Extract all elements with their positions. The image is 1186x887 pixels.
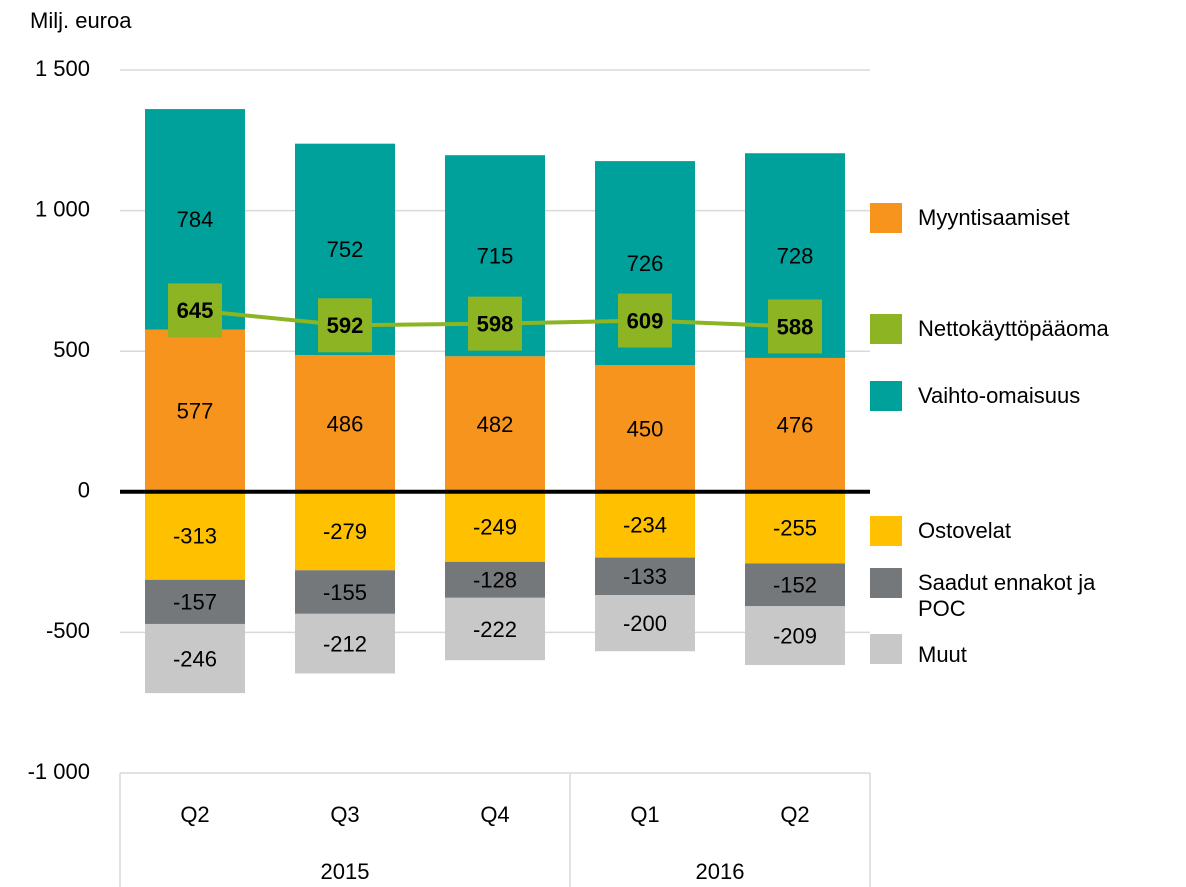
x-tick-label: Q4 xyxy=(480,802,509,827)
data-label: 476 xyxy=(777,413,814,438)
data-label: 577 xyxy=(177,398,214,423)
data-label: 784 xyxy=(177,207,214,232)
bar-segment xyxy=(145,491,245,580)
bar-segment xyxy=(745,357,845,492)
x-tick-label: Q2 xyxy=(180,802,209,827)
data-label: 486 xyxy=(327,411,364,436)
x-group-label: 2016 xyxy=(696,859,745,884)
bar-segment xyxy=(595,595,695,652)
data-label: -152 xyxy=(773,573,817,598)
y-tick-label: 500 xyxy=(53,337,90,362)
bar-segment xyxy=(295,613,395,674)
y-tick-label: 1 000 xyxy=(35,196,90,221)
data-label: 715 xyxy=(477,244,514,269)
bar-segment xyxy=(145,579,245,624)
data-label: -313 xyxy=(173,524,217,549)
bar-segment xyxy=(145,329,245,492)
y-axis-label: Milj. euroa xyxy=(30,8,132,33)
line-marker xyxy=(618,293,672,348)
data-label: -155 xyxy=(323,580,367,605)
bar-segment xyxy=(145,623,245,694)
data-label: -249 xyxy=(473,515,517,540)
bar-segment xyxy=(295,570,395,614)
x-tick-label: Q1 xyxy=(630,802,659,827)
line-label: 592 xyxy=(327,313,364,338)
bar-segment xyxy=(745,491,845,564)
data-label: -157 xyxy=(173,590,217,615)
data-label: -234 xyxy=(623,513,667,538)
y-tick-label: -500 xyxy=(46,618,90,643)
bar-segment xyxy=(445,356,545,492)
bar-segment xyxy=(295,491,395,571)
bar-segment xyxy=(745,563,845,607)
data-label: 752 xyxy=(327,237,364,262)
legend-swatch xyxy=(870,381,902,411)
legend-label: Nettokäyttöpääoma xyxy=(918,316,1109,341)
data-label: 728 xyxy=(777,243,814,268)
data-label: -222 xyxy=(473,617,517,642)
y-tick-label: 0 xyxy=(78,478,90,503)
legend-swatch xyxy=(870,568,902,598)
line-label: 609 xyxy=(627,308,664,333)
bar-segment xyxy=(295,355,395,492)
legend-label: Ostovelat xyxy=(918,518,1011,543)
legend-swatch xyxy=(870,314,902,344)
x-tick-label: Q3 xyxy=(330,802,359,827)
legend-swatch xyxy=(870,634,902,664)
data-label: 450 xyxy=(627,416,664,441)
bar-segment xyxy=(595,365,695,492)
line-label: 588 xyxy=(777,314,814,339)
bar-segment xyxy=(445,597,545,661)
line-marker xyxy=(468,296,522,351)
line-marker xyxy=(768,299,822,354)
line-marker xyxy=(168,283,222,338)
bar-segment xyxy=(445,561,545,598)
data-label: 482 xyxy=(477,412,514,437)
legend-label: Muut xyxy=(918,642,967,667)
y-tick-label: -1 000 xyxy=(28,759,90,784)
legend-swatch xyxy=(870,516,902,546)
data-label: -200 xyxy=(623,611,667,636)
line-marker xyxy=(318,298,372,353)
x-tick-label: Q2 xyxy=(780,802,809,827)
bar-segment xyxy=(595,557,695,596)
y-tick-label: 1 500 xyxy=(35,56,90,81)
legend-swatch xyxy=(870,203,902,233)
legend-label: Saadut ennakot ja POC xyxy=(918,570,1096,621)
data-label: -279 xyxy=(323,519,367,544)
data-label: -246 xyxy=(173,646,217,671)
data-label: -212 xyxy=(323,631,367,656)
bar-segment xyxy=(445,491,545,562)
data-label: -209 xyxy=(773,623,817,648)
bar-segment xyxy=(745,606,845,666)
data-label: -133 xyxy=(623,564,667,589)
legend-label: Myyntisaamiset xyxy=(918,205,1070,230)
data-label: -128 xyxy=(473,568,517,593)
line-label: 645 xyxy=(177,298,214,323)
line-label: 598 xyxy=(477,311,514,336)
data-label: -255 xyxy=(773,515,817,540)
legend-label: Vaihto-omaisuus xyxy=(918,383,1081,408)
data-label: 726 xyxy=(627,251,664,276)
x-group-label: 2015 xyxy=(321,859,370,884)
bar-segment xyxy=(595,491,695,558)
